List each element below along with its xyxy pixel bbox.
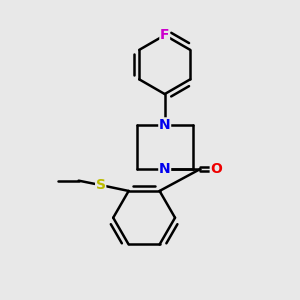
Text: N: N: [159, 162, 170, 176]
Text: S: S: [96, 178, 106, 192]
Text: O: O: [210, 162, 222, 176]
Text: F: F: [160, 28, 169, 42]
Text: N: N: [159, 118, 170, 132]
